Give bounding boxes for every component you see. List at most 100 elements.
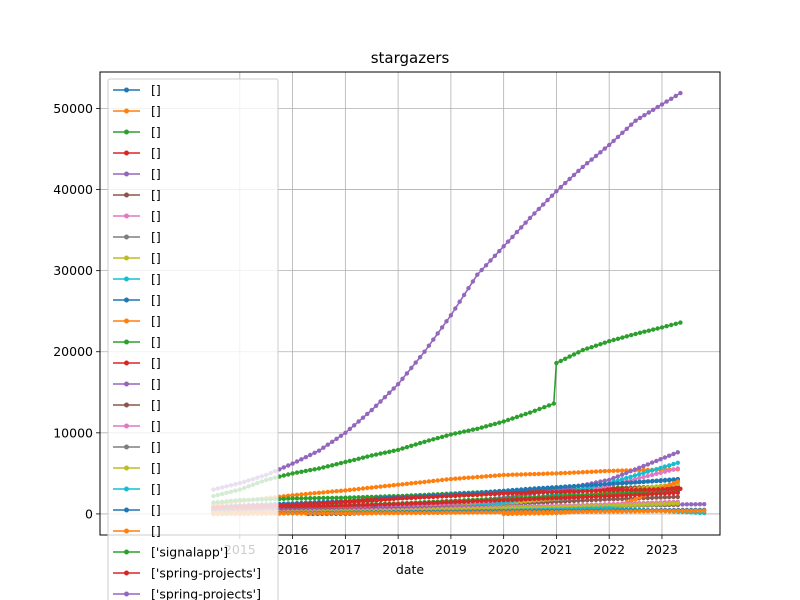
data-point <box>615 509 620 514</box>
data-point <box>593 494 599 499</box>
data-point <box>667 491 672 496</box>
data-point <box>667 495 672 500</box>
data-point <box>457 476 462 481</box>
data-point <box>624 126 629 131</box>
data-point <box>387 502 392 507</box>
data-point <box>461 429 467 434</box>
data-point <box>641 509 646 514</box>
data-point <box>422 501 427 506</box>
data-point <box>654 471 659 476</box>
data-point <box>611 493 616 499</box>
data-point <box>637 115 643 121</box>
data-point <box>352 495 357 500</box>
data-point <box>602 497 607 502</box>
data-point <box>673 321 678 326</box>
data-point <box>470 492 476 498</box>
data-point <box>303 496 308 501</box>
data-point <box>589 488 594 494</box>
data-point <box>671 461 676 467</box>
data-point <box>370 498 375 503</box>
data-point <box>615 503 620 508</box>
data-point <box>671 494 676 500</box>
data-point <box>637 492 642 497</box>
data-point <box>514 510 520 515</box>
data-point <box>391 510 396 516</box>
data-point <box>536 471 541 477</box>
data-point <box>294 496 300 501</box>
data-point <box>580 509 585 514</box>
data-point <box>338 488 344 493</box>
data-point <box>448 493 454 499</box>
legend-item: [] <box>113 293 161 308</box>
data-point <box>541 509 546 515</box>
data-point <box>312 496 317 501</box>
data-point <box>536 486 541 491</box>
data-point <box>602 494 607 499</box>
data-point <box>365 498 371 503</box>
data-point <box>391 502 396 507</box>
data-point <box>308 467 313 473</box>
data-point <box>680 508 685 514</box>
data-point <box>563 470 568 476</box>
data-point <box>290 471 295 476</box>
x-tick-label: 2018 <box>382 542 414 557</box>
data-point <box>563 509 568 514</box>
data-point <box>439 477 445 483</box>
data-point <box>413 510 418 516</box>
data-point <box>308 452 313 458</box>
data-point <box>382 483 388 489</box>
data-point <box>624 496 629 501</box>
data-point <box>343 495 348 500</box>
data-point <box>325 464 330 469</box>
data-point <box>693 508 698 513</box>
data-point <box>356 503 361 508</box>
chart-title: stargazers <box>371 49 450 67</box>
data-point <box>654 495 659 500</box>
chart-legend: [] [] [] [] [] [] [] [] [] [] [] [] [] [] [] [] [] [] [] []… <box>107 78 279 600</box>
data-point <box>658 470 663 475</box>
series-22 <box>211 320 683 499</box>
data-point <box>585 161 590 166</box>
legend-item: [] <box>113 314 161 329</box>
data-point <box>321 465 326 470</box>
x-axis-label: date <box>396 562 424 577</box>
data-point <box>563 489 568 494</box>
data-point <box>659 325 665 330</box>
data-point <box>629 122 634 127</box>
data-point <box>382 450 388 455</box>
data-point <box>654 478 659 483</box>
data-point <box>671 467 676 472</box>
data-point <box>312 501 317 507</box>
data-point <box>571 489 577 494</box>
data-point <box>492 501 498 506</box>
data-point <box>453 476 458 481</box>
data-point <box>510 416 515 421</box>
data-point <box>702 508 707 513</box>
data-point <box>395 382 401 387</box>
data-point <box>607 339 612 344</box>
data-point <box>624 475 629 481</box>
data-point <box>439 500 445 505</box>
data-point <box>646 328 651 333</box>
data-point <box>678 90 683 96</box>
data-point <box>444 319 449 324</box>
data-point <box>431 500 436 505</box>
data-point <box>671 451 676 457</box>
data-point <box>658 495 663 500</box>
data-point <box>619 472 625 477</box>
data-point <box>321 501 326 506</box>
data-point <box>343 503 348 508</box>
data-point <box>457 499 462 504</box>
legend-item: [] <box>113 524 161 539</box>
data-point <box>580 494 585 500</box>
data-point <box>497 420 502 425</box>
legend-item: [] <box>113 230 161 245</box>
data-point <box>356 495 361 500</box>
legend-label: [] <box>151 167 161 182</box>
data-point <box>576 168 581 174</box>
data-point <box>527 496 533 502</box>
data-point <box>431 337 436 342</box>
data-point <box>461 499 467 504</box>
data-point <box>391 386 396 391</box>
data-point <box>580 347 585 353</box>
